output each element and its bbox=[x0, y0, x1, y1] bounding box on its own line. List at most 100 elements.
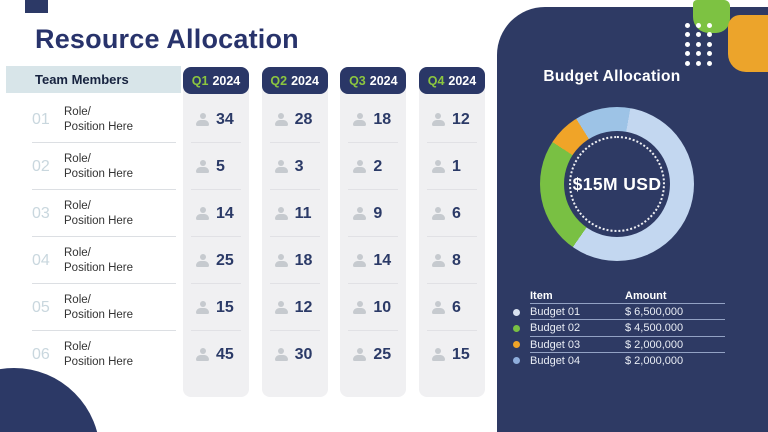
headcount-value: 6 bbox=[451, 298, 461, 316]
budget-panel: Budget Allocation $15M USD Item Amount B… bbox=[497, 7, 768, 432]
person-icon bbox=[431, 160, 445, 173]
person-icon bbox=[196, 254, 209, 267]
headcount-value: 9 bbox=[373, 204, 383, 222]
row-number: 02 bbox=[32, 157, 50, 175]
legend-row: Budget 03 $ 2,000,000 bbox=[513, 337, 725, 353]
legend-item-name: Budget 04 bbox=[530, 354, 581, 367]
person-icon bbox=[431, 254, 445, 267]
year-label: 2024 bbox=[448, 73, 477, 88]
headcount-cell: 2 bbox=[340, 143, 406, 190]
person-icon bbox=[196, 113, 209, 126]
headcount-cell: 34 bbox=[183, 96, 249, 143]
headcount-cell: 28 bbox=[262, 96, 328, 143]
headcount-value: 14 bbox=[216, 204, 234, 222]
headcount-value: 6 bbox=[451, 204, 461, 222]
headcount-cell: 15 bbox=[183, 284, 249, 331]
member-row: 05 Role/Position Here bbox=[10, 284, 180, 331]
headcount-value: 25 bbox=[216, 251, 234, 269]
legend-amount-header: Amount bbox=[625, 290, 667, 303]
budget-panel-title: Budget Allocation bbox=[543, 68, 681, 85]
member-row: 01 Role/Position Here bbox=[10, 96, 180, 143]
headcount-cell: 18 bbox=[340, 96, 406, 143]
headcount-value: 10 bbox=[373, 298, 392, 316]
headcount-cell: 14 bbox=[183, 190, 249, 237]
role-label: Role/Position Here bbox=[64, 105, 134, 133]
headcount-value: 12 bbox=[451, 110, 470, 128]
headcount-cell: 3 bbox=[262, 143, 328, 190]
headcount-cell: 30 bbox=[262, 331, 328, 378]
person-icon bbox=[431, 348, 445, 361]
legend-item-amount: $ 6,500,000 bbox=[625, 306, 684, 319]
role-label: Role/Position Here bbox=[64, 199, 134, 227]
legend-dot bbox=[513, 357, 530, 365]
person-icon bbox=[353, 160, 367, 173]
person-icon bbox=[353, 207, 367, 220]
page-title: Resource Allocation bbox=[35, 24, 299, 54]
q3-header: Q3 2024 bbox=[340, 67, 407, 94]
corner-accent-square bbox=[25, 0, 48, 13]
dots-grid-decoration bbox=[685, 23, 712, 66]
person-icon bbox=[431, 207, 445, 220]
headcount-cell: 1 bbox=[419, 143, 485, 190]
role-label: Role/Position Here bbox=[64, 340, 134, 368]
quarter-column-q4: Q4 2024 12 1 6 8 6 15 bbox=[418, 67, 485, 397]
headcount-value: 45 bbox=[216, 345, 234, 363]
row-number: 05 bbox=[32, 298, 50, 316]
legend-header-row: Item Amount bbox=[513, 288, 725, 305]
headcount-cell: 10 bbox=[340, 284, 406, 331]
headcount-cell: 6 bbox=[419, 284, 485, 331]
person-icon bbox=[196, 301, 209, 314]
member-row: 03 Role/Position Here bbox=[10, 190, 180, 237]
legend-dot bbox=[513, 324, 530, 332]
headcount-cell: 25 bbox=[340, 331, 406, 378]
person-icon bbox=[274, 113, 288, 126]
person-icon bbox=[274, 254, 288, 267]
column-background bbox=[418, 80, 485, 397]
headcount-cell: 12 bbox=[262, 284, 328, 331]
year-label: 2024 bbox=[291, 73, 319, 88]
person-icon bbox=[196, 207, 209, 220]
legend-item-name: Budget 01 bbox=[530, 306, 581, 319]
legend-item-amount: $ 2,000,000 bbox=[625, 338, 684, 351]
headcount-value: 2 bbox=[373, 157, 383, 175]
headcount-value: 18 bbox=[294, 251, 313, 269]
headcount-cell: 25 bbox=[183, 237, 249, 284]
headcount-value: 34 bbox=[216, 110, 234, 128]
row-number: 03 bbox=[32, 204, 50, 222]
headcount-cell: 12 bbox=[419, 96, 485, 143]
headcount-value: 15 bbox=[451, 345, 470, 363]
legend-dot bbox=[513, 308, 530, 316]
q4-header: Q4 2024 bbox=[418, 67, 485, 94]
person-icon bbox=[431, 113, 445, 126]
quarter-label: Q2 bbox=[270, 73, 288, 88]
headcount-value: 30 bbox=[294, 345, 313, 363]
q2-header: Q2 2024 bbox=[261, 67, 328, 94]
headcount-cell: 11 bbox=[262, 190, 328, 237]
headcount-value: 18 bbox=[373, 110, 392, 128]
year-label: 2024 bbox=[369, 73, 398, 88]
quarter-column-q3: Q3 2024 18 2 9 14 10 25 bbox=[340, 67, 407, 397]
headcount-cell: 14 bbox=[340, 237, 406, 284]
column-background bbox=[183, 80, 249, 397]
headcount-value: 12 bbox=[294, 298, 313, 316]
person-icon bbox=[353, 113, 367, 126]
team-members-list: 01 Role/Position Here 02 Role/Position H… bbox=[10, 96, 180, 378]
headcount-cell: 5 bbox=[183, 143, 249, 190]
member-row: 06 Role/Position Here bbox=[10, 331, 180, 378]
role-label: Role/Position Here bbox=[64, 293, 134, 321]
legend-item-name: Budget 03 bbox=[530, 338, 581, 351]
person-icon bbox=[431, 301, 445, 314]
headcount-value: 15 bbox=[216, 298, 234, 316]
quarter-label: Q3 bbox=[349, 73, 366, 88]
quarter-columns: Q1 2024 34 5 14 25 15 45 Q2 2024 28 3 11 bbox=[183, 67, 485, 397]
person-icon bbox=[274, 207, 288, 220]
headcount-value: 1 bbox=[451, 157, 461, 175]
legend-row: Budget 01 $ 6,500,000 bbox=[513, 304, 725, 321]
quarter-label: Q4 bbox=[427, 73, 445, 88]
donut-dotted-ring: $15M USD bbox=[569, 136, 665, 232]
role-label: Role/Position Here bbox=[64, 152, 134, 180]
person-icon bbox=[353, 348, 367, 361]
legend-row: Budget 02 $ 4,500.000 bbox=[513, 320, 725, 337]
team-members-label: Team Members bbox=[35, 72, 129, 87]
headcount-cell: 15 bbox=[419, 331, 485, 378]
